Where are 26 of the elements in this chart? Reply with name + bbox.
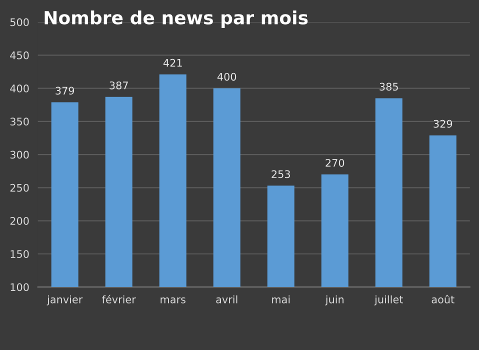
- x-tick-label: janvier: [46, 295, 83, 306]
- x-tick-label: août: [432, 294, 454, 304]
- data-label: 387: [110, 81, 128, 90]
- y-tick-label: 500: [10, 18, 29, 26]
- y-tick-label: 400: [10, 84, 29, 92]
- y-tick-label: 300: [10, 150, 29, 159]
- x-tick-label: mai: [272, 295, 290, 304]
- data-label: 329: [434, 120, 452, 128]
- y-tick-label: 200: [10, 216, 29, 225]
- x-tick-label: juillet: [374, 295, 403, 306]
- x-tick-label: mars: [160, 297, 186, 304]
- y-tick-label: 100: [10, 283, 29, 292]
- data-label: 253: [272, 170, 290, 178]
- y-tick-label: 350: [10, 118, 29, 126]
- data-label: 421: [163, 58, 182, 67]
- y-tick-label: 150: [10, 250, 29, 258]
- data-label: 379: [56, 86, 74, 95]
- x-tick-label: juin: [325, 295, 344, 306]
- x-tick-label: avril: [216, 295, 238, 304]
- data-label: 270: [326, 158, 344, 167]
- y-tick-label: 250: [10, 184, 29, 192]
- data-label: 400: [217, 72, 236, 81]
- data-label: 385: [380, 82, 398, 91]
- y-tick-label: 450: [10, 51, 29, 60]
- chart-title: Nombre de news par mois: [44, 10, 308, 28]
- x-tick-label: février: [102, 294, 136, 304]
